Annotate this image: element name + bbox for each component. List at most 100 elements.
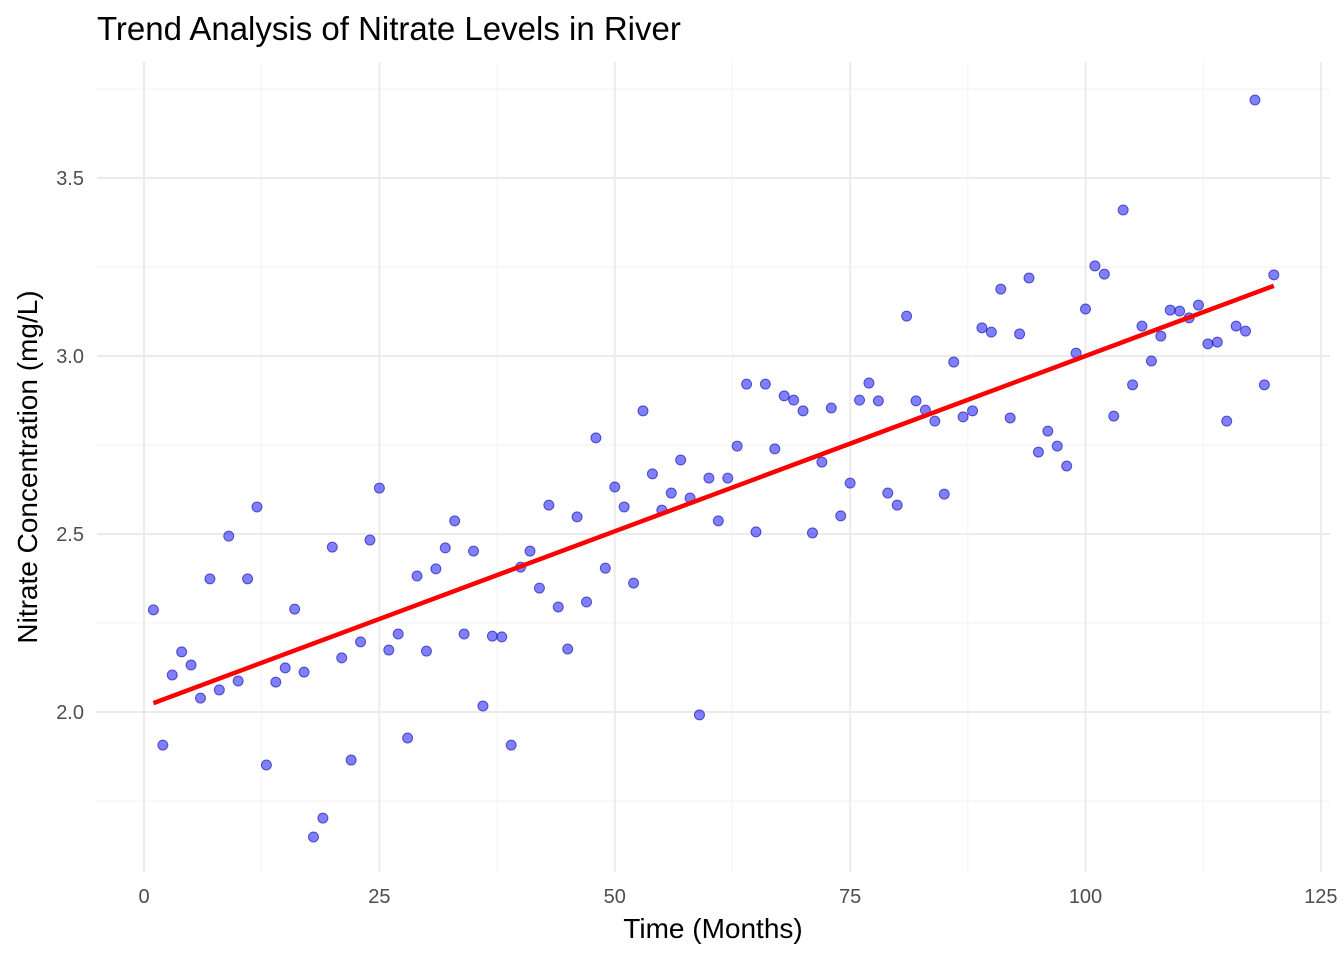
data-point	[759, 378, 771, 390]
data-point	[1258, 379, 1270, 391]
data-point	[797, 405, 809, 417]
data-point	[176, 646, 188, 658]
data-point	[298, 666, 310, 678]
x-tick-label: 125	[1304, 886, 1337, 908]
data-points	[147, 94, 1280, 843]
data-point	[741, 378, 753, 390]
data-point	[778, 390, 790, 402]
data-point	[1117, 204, 1129, 216]
data-point	[750, 526, 762, 538]
data-point	[693, 709, 705, 721]
data-point	[882, 487, 894, 499]
data-point	[929, 415, 941, 427]
data-point	[486, 630, 498, 642]
y-tick-label: 3.0	[56, 346, 84, 368]
data-point	[985, 326, 997, 338]
data-point	[938, 488, 950, 500]
data-point	[213, 684, 225, 696]
data-point	[1230, 320, 1242, 332]
data-point	[392, 628, 404, 640]
x-tick-label: 100	[1069, 886, 1102, 908]
data-point	[317, 812, 329, 824]
data-point	[477, 700, 489, 712]
data-point	[232, 675, 244, 687]
data-point	[185, 659, 197, 671]
grid	[97, 62, 1330, 872]
x-tick-label: 0	[138, 886, 149, 908]
data-point	[825, 402, 837, 414]
data-point	[1051, 440, 1063, 452]
data-point	[543, 499, 555, 511]
data-point	[166, 669, 178, 681]
data-point	[835, 510, 847, 522]
data-point	[1174, 305, 1186, 317]
data-point	[581, 596, 593, 608]
data-point	[505, 739, 517, 751]
chart-title: Trend Analysis of Nitrate Levels in Rive…	[97, 10, 681, 47]
trend-line	[152, 283, 1275, 706]
data-point	[872, 395, 884, 407]
data-point	[336, 652, 348, 664]
data-point	[420, 645, 432, 657]
data-point	[1023, 272, 1035, 284]
data-point	[1108, 410, 1120, 422]
data-point	[194, 692, 206, 704]
data-point	[1136, 320, 1148, 332]
data-point	[307, 831, 319, 843]
data-point	[402, 732, 414, 744]
data-point	[854, 394, 866, 406]
x-tick-label: 25	[368, 886, 390, 908]
data-point	[637, 405, 649, 417]
data-point	[430, 563, 442, 575]
data-point	[1268, 269, 1280, 281]
data-point	[1249, 94, 1261, 106]
data-point	[665, 487, 677, 499]
data-point	[439, 542, 451, 554]
data-point	[355, 636, 367, 648]
data-point	[1145, 355, 1157, 367]
data-point	[289, 603, 301, 615]
data-point	[571, 511, 583, 523]
data-point	[948, 356, 960, 368]
x-axis-title: Time (Months)	[623, 913, 802, 944]
data-point	[788, 394, 800, 406]
data-point	[242, 573, 254, 585]
data-point	[1004, 412, 1016, 424]
data-point	[599, 562, 611, 574]
data-point	[260, 759, 272, 771]
data-point	[995, 283, 1007, 295]
data-point	[609, 481, 621, 493]
data-point	[618, 501, 630, 513]
data-point	[1014, 328, 1026, 340]
x-tick-labels: 0 25 50 75 100 125	[138, 886, 1337, 908]
data-point	[703, 472, 715, 484]
data-point	[863, 377, 875, 389]
x-tick-label: 50	[604, 886, 626, 908]
x-tick-label: 75	[839, 886, 861, 908]
data-point	[891, 499, 903, 511]
data-point	[722, 472, 734, 484]
data-point	[468, 545, 480, 557]
y-tick-label: 2.5	[56, 524, 84, 546]
data-point	[458, 628, 470, 640]
data-point	[628, 577, 640, 589]
data-point	[345, 754, 357, 766]
data-point	[1221, 415, 1233, 427]
data-point	[1061, 460, 1073, 472]
data-point	[1164, 304, 1176, 316]
data-point	[1192, 299, 1204, 311]
data-point	[731, 440, 743, 452]
data-point	[1127, 379, 1139, 391]
data-point	[552, 601, 564, 613]
data-point	[769, 443, 781, 455]
data-point	[1155, 330, 1167, 342]
data-point	[675, 454, 687, 466]
data-point	[646, 468, 658, 480]
data-point	[449, 515, 461, 527]
data-point	[204, 573, 216, 585]
data-point	[383, 644, 395, 656]
data-point	[816, 456, 828, 468]
data-point	[326, 541, 338, 553]
data-point	[562, 643, 574, 655]
